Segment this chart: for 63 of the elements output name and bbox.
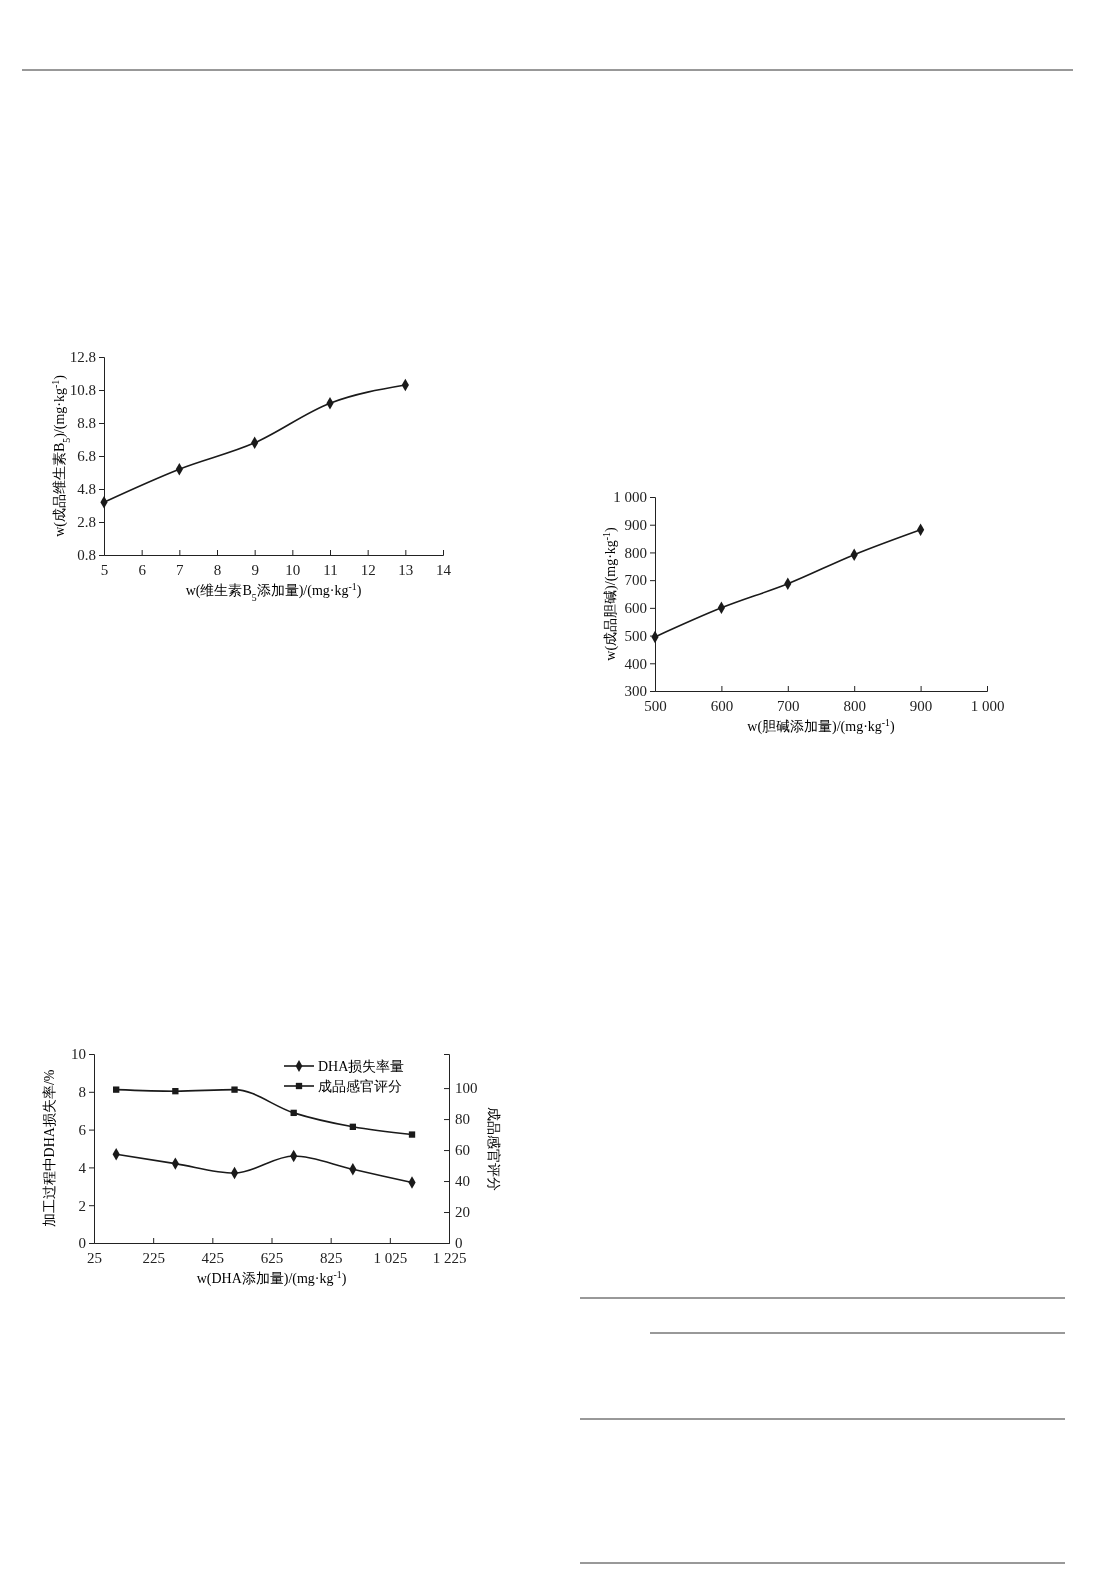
x-tick-label: 225 [142,1249,165,1266]
y2-tick-label: 60 [455,1142,470,1159]
x-tick-label: 700 [777,697,800,714]
x-axis-title: w(胆碱添加量)/(mg·kg$^{-1}$) [747,716,896,735]
y-tick-label: 6.8 [77,448,96,465]
point [172,1088,179,1095]
x-tick-label: 425 [201,1249,225,1266]
legend-label: 成品感官评分 [318,1079,402,1094]
x-tick-label: 1 025 [373,1249,408,1266]
y-tick-label: 12.8 [69,349,96,366]
point [113,1086,120,1093]
y-tick-label: 8 [78,1084,86,1101]
x-tick-label: 14 [436,561,452,578]
y-tick-label: 900 [624,517,647,534]
y-tick-label: 400 [624,655,647,672]
x-tick-label: 8 [213,561,222,578]
y-tick-label: 0.8 [77,547,96,564]
x-tick-label: 1 225 [432,1249,467,1266]
y-tick-label: 300 [624,683,647,700]
y-tick-label: 1 000 [613,489,647,506]
x-tick-label: 800 [843,697,866,714]
x-tick-label: 6 [138,561,147,578]
y-axis-title: 加工过程中DHA损失率/% [42,1069,57,1228]
y-tick-label: 600 [624,600,647,617]
legend-label: DHA损失率量 [318,1059,405,1074]
x-tick-label: 10 [285,561,301,578]
y-tick-label: 800 [624,544,647,561]
x-tick-label: 825 [319,1249,343,1266]
x-tick-label: 25 [87,1249,102,1266]
x-tick-label: 500 [644,697,667,714]
x-tick-label: 5 [100,561,109,578]
y-tick-label: 4 [78,1159,87,1176]
y-tick-label: 0 [78,1235,86,1252]
point [290,1109,297,1117]
y-tick-label: 500 [624,627,647,644]
y-tick-label: 8.8 [77,415,96,432]
x-axis-title: w(DHA添加量)/(mg·kg$^{-1}$) [196,1268,347,1287]
y-tick-label: 4.8 [77,481,96,498]
x-tick-label: 13 [398,561,414,578]
y2-tick-label: 100 [455,1080,478,1097]
y2-tick-label: 20 [455,1204,470,1221]
y2-tick-label: 80 [455,1111,470,1128]
x-tick-label: 900 [909,697,933,714]
x-tick-label: 11 [323,561,338,578]
y-tick-label: 2.8 [77,514,96,531]
y2-tick-label: 0 [455,1235,463,1252]
y2-tick-label: 40 [455,1173,470,1190]
x-tick-label: 625 [260,1249,284,1266]
y-tick-label: 700 [624,572,647,589]
y-tick-label: 10.8 [69,382,96,399]
point [349,1123,357,1130]
x-axis-title: w(维生素B$_{5}$添加量)/(mg·kg$^{-1}$) [185,580,362,603]
x-tick-label: 9 [251,561,259,578]
x-tick-label: 7 [176,561,185,578]
x-tick-label: 1 000 [970,697,1005,714]
point [231,1086,238,1093]
y-tick-label: 6 [78,1121,87,1138]
y2-axis-title: 成品感官评分 [486,1106,501,1191]
x-tick-label: 600 [710,697,734,714]
y-tick-label: 2 [78,1197,86,1214]
point [408,1131,416,1138]
x-tick-label: 12 [360,561,376,578]
y-tick-label: 10 [71,1046,86,1063]
